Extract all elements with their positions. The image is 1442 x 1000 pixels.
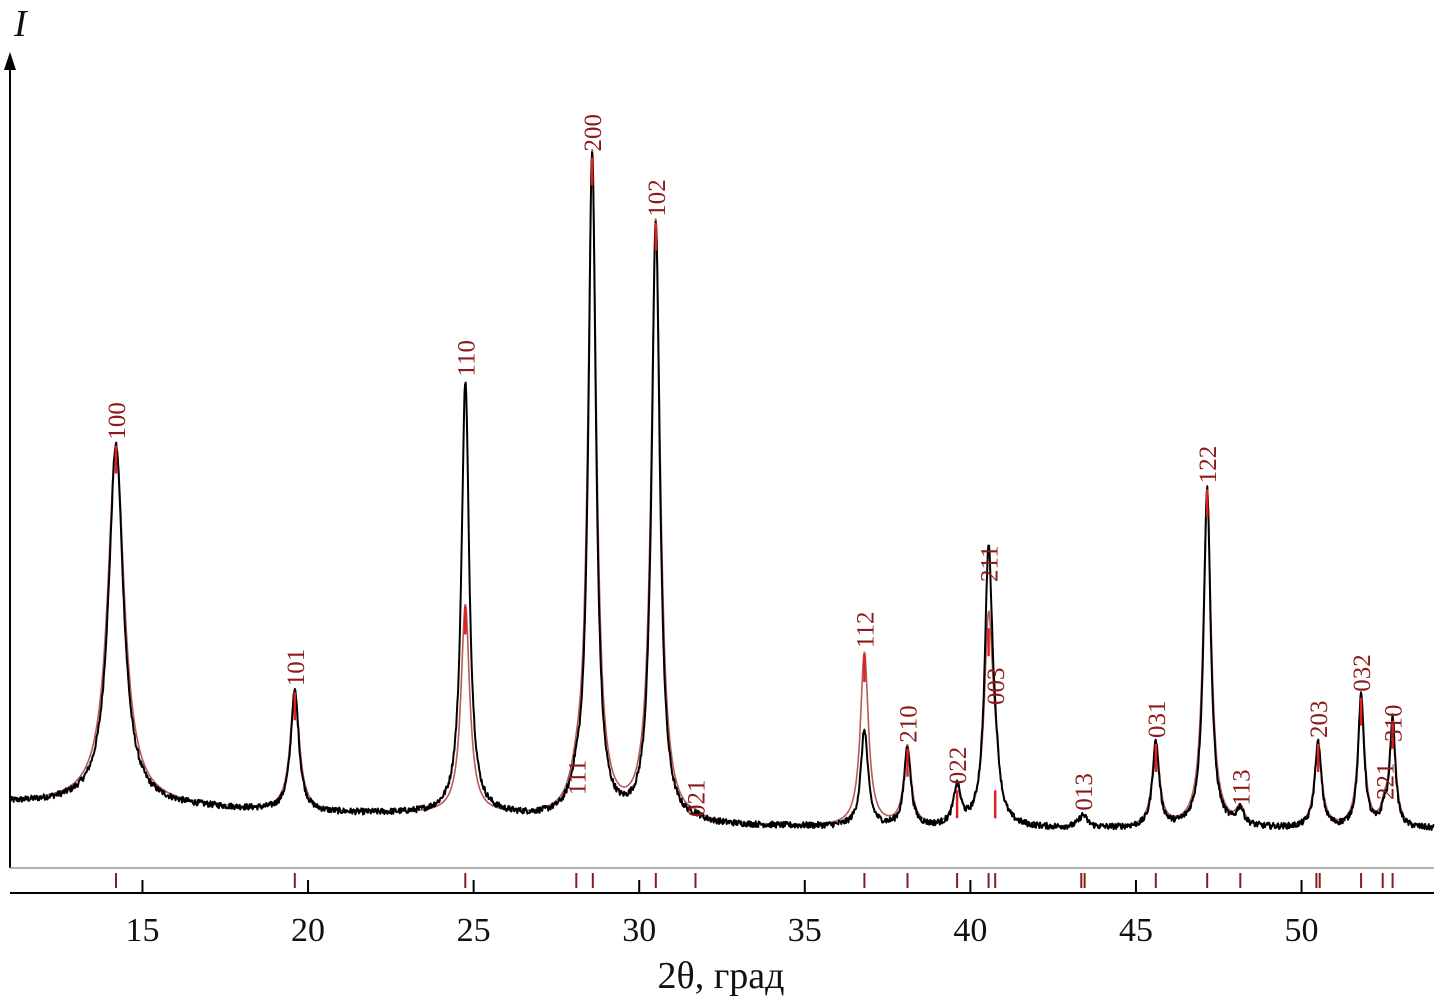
x-ticks: 15 20 25 30 35 40 45 50 — [125, 880, 1319, 949]
observed-series-line — [9, 151, 1435, 831]
peak-label-111: 111 — [564, 760, 591, 796]
calculated-series-line — [10, 149, 1434, 828]
peak-markers — [114, 157, 1394, 819]
peak-label-021: 021 — [684, 780, 711, 818]
peak-label-100: 100 — [104, 402, 131, 440]
peak-label-200: 200 — [580, 114, 607, 152]
peak-label-101: 101 — [283, 649, 310, 687]
peak-label-110: 110 — [453, 340, 480, 377]
peak-label-013: 013 — [1071, 773, 1098, 811]
peak-label-003: 003 — [983, 668, 1010, 705]
peak-label-211: 211 — [977, 545, 1004, 582]
peak-label-032: 032 — [1349, 654, 1376, 692]
peak-label-102: 102 — [644, 179, 671, 217]
x-tick-label: 25 — [457, 912, 491, 949]
peak-label-210: 210 — [896, 705, 923, 743]
reflection-ticks — [115, 873, 1394, 888]
x-tick-label: 20 — [291, 912, 325, 949]
peak-label-022: 022 — [945, 747, 972, 785]
peak-label-031: 031 — [1144, 701, 1171, 739]
x-axis-label: 2θ, град — [658, 955, 785, 997]
y-axis-label: I — [13, 3, 29, 45]
peak-labels: 100 101 110 111 200 102 021 112 210 022 211 003 013 0… — [104, 114, 1408, 817]
y-axis-arrow — [4, 52, 16, 70]
x-tick-label: 50 — [1285, 912, 1319, 949]
peak-label-112: 112 — [852, 612, 879, 649]
x-tick-label: 30 — [622, 912, 656, 949]
peak-label-310: 310 — [1381, 705, 1408, 743]
peak-label-122: 122 — [1195, 446, 1222, 484]
x-tick-label: 40 — [953, 912, 987, 949]
axes — [4, 52, 1434, 894]
x-tick-label: 45 — [1119, 912, 1153, 949]
x-tick-label: 35 — [788, 912, 822, 949]
peak-label-221: 221 — [1372, 763, 1399, 801]
peak-label-203: 203 — [1306, 701, 1333, 739]
peak-label-113: 113 — [1228, 769, 1255, 806]
x-tick-label: 15 — [125, 912, 159, 949]
